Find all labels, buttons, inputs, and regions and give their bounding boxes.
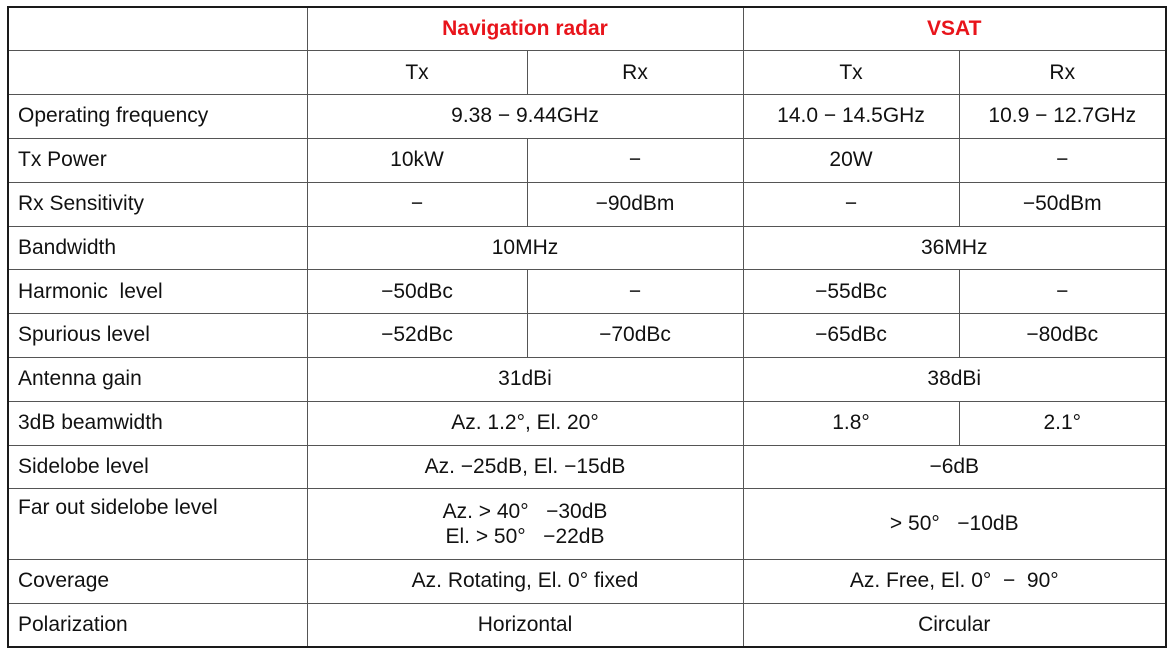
vsat-rx-value: − [958, 137, 1167, 183]
vsat-tx-value: −65dBc [742, 313, 960, 358]
navigation-radar-header: Navigation radar [306, 6, 744, 52]
vsat-tx-value: −55dBc [742, 269, 960, 315]
nav-tx-value: 10kW [306, 137, 528, 183]
row-label: 3dB beamwidth [7, 400, 308, 446]
vsat-value: −6dB [742, 444, 1167, 490]
nav-value: 9.38 − 9.44GHz [306, 94, 744, 139]
table-row: Polarization Horizontal Circular [7, 602, 1167, 648]
nav-value: Az. Rotating, El. 0° fixed [306, 558, 744, 604]
table-row: Rx Sensitivity − −90dBm − −50dBm [7, 181, 1167, 227]
spec-table: Navigation radar VSAT Tx Rx Tx Rx Operat… [7, 6, 1168, 648]
vsat-tx-value: 14.0 − 14.5GHz [742, 94, 960, 139]
txrx-header-row: Tx Rx Tx Rx [7, 50, 1167, 96]
vsat-rx-value: − [958, 269, 1167, 315]
table-row: Bandwidth 10MHz 36MHz [7, 225, 1167, 271]
nav-tx-value: −50dBc [306, 269, 528, 315]
nav-tx-value: −52dBc [306, 313, 528, 358]
vsat-value: 38dBi [742, 357, 1167, 402]
row-label: Sidelobe level [7, 444, 308, 490]
table-row: Antenna gain 31dBi 38dBi [7, 357, 1167, 402]
group-header-row: Navigation radar VSAT [7, 6, 1167, 52]
vsat-rx-value: −50dBm [958, 181, 1167, 227]
corner-cell-2 [7, 50, 308, 96]
vsat-tx-value: − [742, 181, 960, 227]
nav-rx-value: −90dBm [526, 181, 744, 227]
nav-value: 31dBi [306, 357, 744, 402]
row-label: Antenna gain [7, 357, 308, 402]
nav-rx-value: − [526, 269, 744, 315]
vsat-tx-value: 1.8° [742, 400, 960, 446]
nav-value: Az. −25dB, El. −15dB [306, 444, 744, 490]
table-row: Harmonic level −50dBc − −55dBc − [7, 269, 1167, 315]
vsat-value: 36MHz [742, 225, 1167, 271]
nav-rx-value: −70dBc [526, 313, 744, 358]
table-row: 3dB beamwidth Az. 1.2°, El. 20° 1.8° 2.1… [7, 400, 1167, 446]
table-row: Operating frequency 9.38 − 9.44GHz 14.0 … [7, 94, 1167, 139]
vsat-tx-header: Tx [742, 50, 960, 96]
row-label: Harmonic level [7, 269, 308, 315]
nav-rx-value: − [526, 137, 744, 183]
row-label: Rx Sensitivity [7, 181, 308, 227]
table-row: Far out sidelobe level Az. > 40° −30dB E… [7, 488, 1167, 560]
nav-value: Az. > 40° −30dB El. > 50° −22dB [306, 488, 744, 560]
vsat-rx-value: −80dBc [958, 313, 1167, 358]
nav-far-out-line-2: El. > 50° −22dB [445, 525, 605, 549]
row-label: Tx Power [7, 137, 308, 183]
table-row: Sidelobe level Az. −25dB, El. −15dB −6dB [7, 444, 1167, 490]
corner-cell [7, 6, 308, 52]
nav-tx-header: Tx [306, 50, 528, 96]
vsat-value: Az. Free, El. 0° − 90° [742, 558, 1167, 604]
vsat-value: > 50° −10dB [742, 488, 1167, 560]
table-row: Coverage Az. Rotating, El. 0° fixed Az. … [7, 558, 1167, 604]
vsat-value: Circular [742, 602, 1167, 648]
nav-value: 10MHz [306, 225, 744, 271]
row-label: Coverage [7, 558, 308, 604]
row-label: Operating frequency [7, 94, 308, 139]
nav-value: Horizontal [306, 602, 744, 648]
row-label: Bandwidth [7, 225, 308, 271]
nav-far-out-line-1: Az. > 40° −30dB [442, 499, 608, 523]
vsat-header: VSAT [742, 6, 1167, 52]
row-label: Far out sidelobe level [7, 488, 308, 560]
vsat-rx-value: 2.1° [958, 400, 1167, 446]
vsat-rx-value: 10.9 − 12.7GHz [958, 94, 1167, 139]
table-row: Tx Power 10kW − 20W − [7, 137, 1167, 183]
table-row: Spurious level −52dBc −70dBc −65dBc −80d… [7, 313, 1167, 358]
row-label: Polarization [7, 602, 308, 648]
nav-tx-value: − [306, 181, 528, 227]
vsat-rx-header: Rx [958, 50, 1167, 96]
vsat-tx-value: 20W [742, 137, 960, 183]
nav-value: Az. 1.2°, El. 20° [306, 400, 744, 446]
row-label: Spurious level [7, 313, 308, 358]
nav-rx-header: Rx [526, 50, 744, 96]
